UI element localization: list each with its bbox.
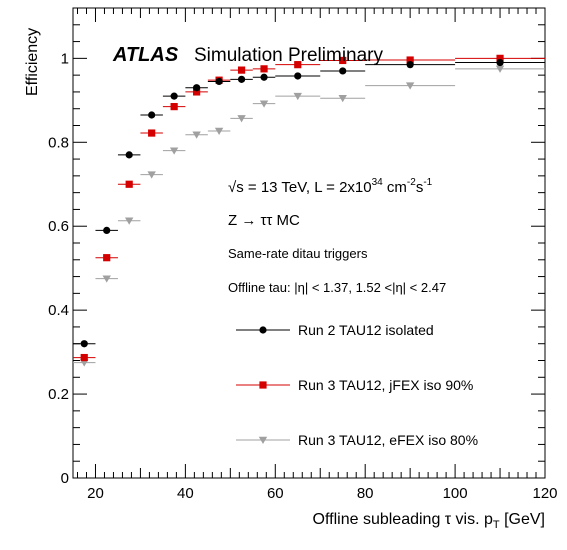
atlas-label: ATLAS [112, 44, 179, 66]
y-tick-label: 1 [61, 50, 69, 67]
legend-entry-1: Run 3 TAU12, jFEX iso 90% [236, 377, 473, 393]
data-point [80, 353, 88, 362]
y-tick-label: 0.4 [48, 302, 69, 319]
data-point [148, 111, 156, 119]
axis-tick-labels: 20 40 60 80 100 120 0 0.2 0.4 0.6 0.8 1 [48, 50, 557, 502]
series-2 [73, 65, 545, 367]
x-tick-label: 80 [357, 485, 374, 502]
energy-luminosity-annotation: √s = 13 TeV, L = 2x1034 cm-2s-1 [228, 177, 433, 196]
data-point [237, 66, 246, 74]
series-0 [73, 58, 545, 348]
data-point [125, 180, 133, 188]
data-point [260, 73, 268, 81]
data-point [124, 217, 134, 225]
simulation-preliminary-label: Simulation Preliminary [194, 45, 384, 66]
offline-selection-annotation: Offline tau: |η| < 1.37, 1.52 <|η| < 2.4… [228, 280, 446, 295]
data-point [215, 77, 223, 86]
x-tick-label: 40 [177, 485, 194, 502]
trigger-annotation: Same-rate ditau triggers [228, 246, 368, 261]
data-point [170, 103, 178, 111]
y-tick-label: 0.2 [48, 386, 69, 403]
process-annotation: Z → ττ MC [228, 212, 300, 229]
y-tick-label: 0.8 [48, 134, 69, 151]
data-point [259, 100, 269, 108]
data-point [339, 56, 347, 65]
data-point [214, 127, 224, 135]
data-point [294, 61, 302, 69]
legend: Run 2 TAU12 isolated Run 3 TAU12, jFEX is… [236, 322, 478, 448]
y-tick-label: 0.6 [48, 218, 69, 235]
data-point [80, 359, 89, 367]
legend-label: Run 3 TAU12, eFEX iso 80% [298, 432, 478, 448]
data-point [495, 65, 505, 73]
data-point [260, 65, 268, 73]
data-point [405, 82, 415, 90]
y-axis-label: Efficiency [24, 28, 41, 96]
x-axis-label-sub: T [493, 519, 500, 531]
legend-marker [258, 436, 268, 444]
data-point [406, 56, 414, 64]
data-point [80, 340, 88, 348]
x-tick-label: 100 [443, 485, 468, 502]
y-tick-label: 0 [61, 470, 69, 487]
legend-label: Run 3 TAU12, jFEX iso 90% [298, 377, 473, 393]
x-tick-label: 20 [87, 485, 104, 502]
legend-marker [259, 381, 267, 389]
legend-marker [259, 326, 267, 334]
data-point [338, 95, 347, 103]
data-point [237, 115, 246, 123]
axis-ticks [73, 8, 546, 479]
x-axis-label-main: Offline subleading τ vis. p [313, 511, 493, 528]
data-point [103, 254, 111, 262]
data-point [193, 84, 201, 92]
data-point [293, 92, 302, 101]
legend-entry-0: Run 2 TAU12 isolated [236, 322, 434, 338]
legend-entry-2: Run 3 TAU12, eFEX iso 80% [236, 432, 478, 448]
data-point [147, 171, 156, 179]
data-point [103, 226, 111, 235]
data-point [496, 58, 504, 67]
data-point [237, 75, 246, 83]
data-point [496, 54, 504, 62]
data-point [125, 151, 133, 159]
data-point [294, 72, 302, 80]
plot-frame [72, 7, 546, 479]
data-point [339, 67, 347, 75]
x-tick-label: 60 [267, 485, 284, 502]
data-point [169, 147, 179, 155]
data-point [406, 61, 414, 69]
x-axis-label-unit: [GeV] [500, 511, 545, 528]
x-axis-label: Offline subleading τ vis. pT [GeV] [313, 511, 545, 531]
x-tick-label: 120 [532, 485, 557, 502]
series-1 [73, 54, 545, 362]
series-layer [73, 54, 545, 367]
legend-label: Run 2 TAU12 isolated [298, 322, 434, 338]
data-point [170, 92, 178, 100]
data-point [102, 275, 111, 283]
data-point [193, 88, 201, 96]
data-point [192, 131, 201, 139]
data-point [148, 129, 156, 137]
